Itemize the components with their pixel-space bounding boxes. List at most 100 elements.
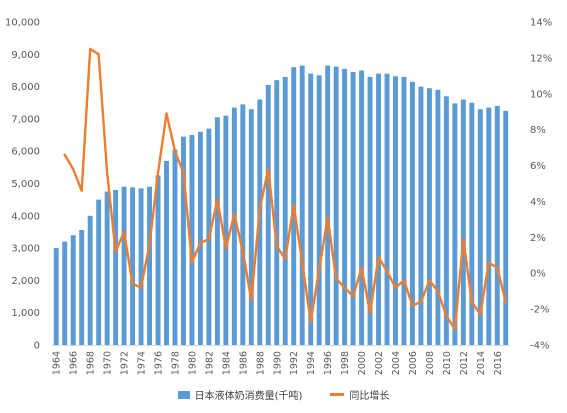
y-right-tick-label: 6% bbox=[530, 161, 546, 172]
bar bbox=[282, 76, 288, 345]
growth-point bbox=[317, 268, 321, 271]
bar bbox=[308, 73, 314, 346]
bar bbox=[257, 99, 263, 346]
bar bbox=[393, 76, 398, 345]
growth-point bbox=[351, 295, 355, 298]
growth-point bbox=[148, 243, 151, 246]
bar bbox=[96, 199, 102, 345]
x-tick-label: 2012 bbox=[459, 351, 470, 375]
x-tick-label: 1978 bbox=[170, 351, 181, 375]
y-right-tick-label: 2% bbox=[530, 233, 546, 244]
growth-point bbox=[402, 279, 406, 282]
bar bbox=[164, 160, 169, 345]
bar bbox=[376, 73, 381, 346]
bar bbox=[181, 136, 186, 345]
y-right-tick-label: 12% bbox=[530, 53, 552, 64]
growth-point bbox=[385, 270, 389, 273]
x-tick-label: 2006 bbox=[408, 351, 419, 375]
y-left-tick-label: 3,000 bbox=[11, 244, 40, 255]
x-tick-label: 1974 bbox=[137, 351, 148, 375]
bar bbox=[477, 109, 483, 346]
growth-point bbox=[63, 153, 66, 156]
bar bbox=[130, 187, 136, 345]
bar bbox=[79, 230, 85, 345]
bar bbox=[384, 73, 390, 346]
growth-point bbox=[284, 257, 287, 261]
growth-point bbox=[80, 189, 83, 192]
growth-point bbox=[114, 250, 117, 253]
bar bbox=[503, 110, 509, 345]
growth-point bbox=[275, 245, 278, 248]
bar bbox=[401, 76, 407, 345]
y-left-tick-label: 7,000 bbox=[11, 114, 40, 125]
legend-label-bars: 日本液体奶消费量(千吨) bbox=[194, 391, 303, 402]
x-tick-label: 2002 bbox=[374, 351, 385, 375]
growth-point bbox=[453, 327, 457, 331]
chart-svg: 0 1,000 2,000 3,000 4,000 5,000 6,000 7,000 8,00… bbox=[5, 18, 552, 376]
bar bbox=[223, 115, 229, 345]
bar bbox=[435, 89, 441, 345]
chart-legend: 日本液体奶消费量(千吨) 同比增长 bbox=[0, 387, 567, 402]
bar bbox=[452, 103, 458, 345]
bar bbox=[214, 117, 220, 345]
growth-point bbox=[105, 171, 109, 174]
growth-point bbox=[470, 300, 474, 304]
growth-point bbox=[122, 230, 126, 234]
growth-point bbox=[487, 261, 490, 264]
bar bbox=[189, 135, 195, 345]
growth-point bbox=[301, 261, 304, 264]
growth-point bbox=[504, 300, 507, 304]
y-right-tick-label: -4% bbox=[530, 341, 549, 352]
legend-swatch-line bbox=[330, 393, 345, 396]
x-tick-label: 1970 bbox=[103, 351, 114, 375]
growth-point bbox=[436, 289, 440, 293]
legend-item-line: 同比增长 bbox=[330, 387, 389, 402]
growth-point bbox=[156, 171, 160, 174]
bar bbox=[138, 188, 144, 345]
bar bbox=[70, 235, 76, 345]
bar bbox=[494, 105, 500, 345]
growth-point bbox=[462, 237, 465, 241]
y-left-tick-label: 8,000 bbox=[11, 82, 40, 93]
x-tick-label: 1976 bbox=[154, 351, 165, 375]
bar bbox=[350, 72, 356, 345]
bar bbox=[325, 65, 331, 345]
bar bbox=[316, 75, 322, 346]
bar bbox=[460, 99, 466, 346]
growth-point bbox=[343, 286, 346, 289]
legend-swatch-bars bbox=[177, 390, 190, 399]
bar bbox=[87, 215, 93, 345]
growth-point bbox=[394, 286, 397, 289]
growth-point bbox=[190, 261, 194, 264]
growth-point bbox=[309, 320, 312, 323]
growth-point bbox=[182, 171, 185, 174]
x-tick-label: 1998 bbox=[340, 351, 351, 375]
growth-point bbox=[241, 250, 245, 253]
y-left-tick-label: 1,000 bbox=[11, 308, 40, 319]
x-tick-label: 2008 bbox=[425, 351, 436, 375]
x-tick-label: 2010 bbox=[442, 351, 453, 375]
bar bbox=[443, 96, 449, 345]
growth-point bbox=[496, 266, 499, 270]
x-tick-label: 1972 bbox=[120, 351, 131, 375]
y-right-tick-label: 10% bbox=[530, 89, 552, 100]
x-tick-label: 1984 bbox=[221, 351, 232, 375]
y-right-tick-label: 0% bbox=[530, 269, 546, 280]
bar bbox=[231, 107, 237, 345]
legend-label-line: 同比增长 bbox=[349, 391, 390, 402]
y-right-tick-label: 4% bbox=[530, 197, 546, 208]
bar bbox=[367, 76, 373, 345]
growth-point bbox=[139, 286, 143, 289]
growth-point bbox=[258, 207, 261, 210]
bar bbox=[333, 66, 339, 345]
x-tick-label: 2014 bbox=[476, 351, 487, 375]
bar bbox=[265, 84, 271, 346]
bar bbox=[418, 86, 424, 345]
y-left-tick-label: 2,000 bbox=[11, 276, 40, 287]
bar bbox=[104, 191, 110, 345]
legend-item-bars: 日本液体奶消费量(千吨) bbox=[177, 387, 303, 402]
y-left-tick-label: 6,000 bbox=[11, 147, 40, 158]
x-tick-label: 1992 bbox=[289, 351, 300, 375]
x-tick-label: 1994 bbox=[306, 351, 317, 375]
x-tick-label: 1996 bbox=[323, 351, 334, 375]
